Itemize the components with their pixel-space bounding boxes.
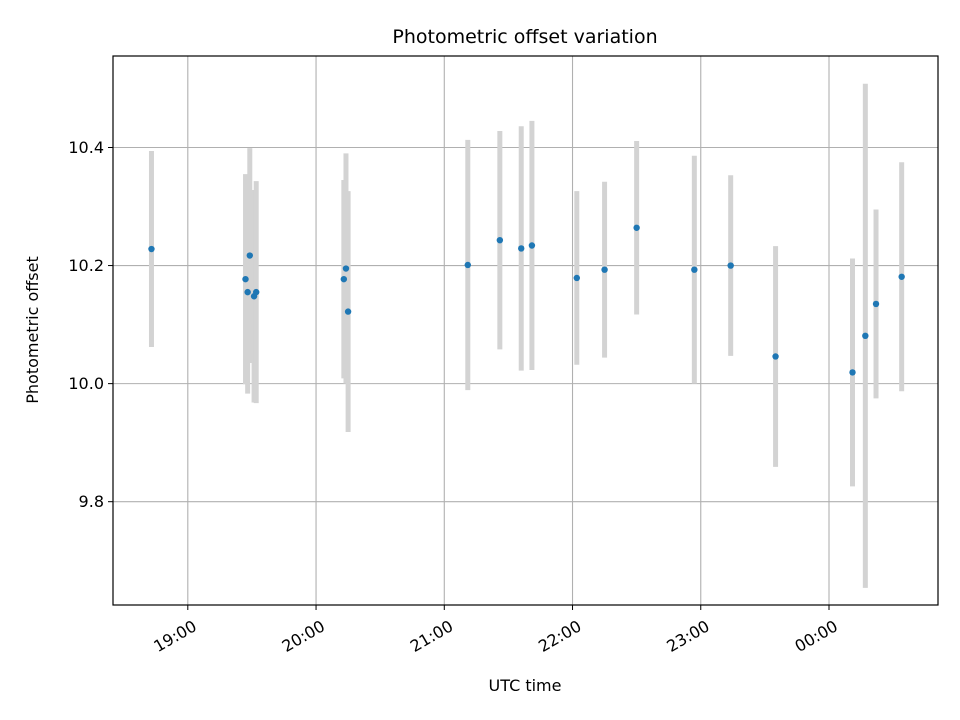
y-tick-label: 10.0 — [68, 374, 104, 393]
y-tick-label: 10.2 — [68, 256, 104, 275]
data-point — [862, 332, 869, 340]
data-point — [633, 224, 640, 231]
data-point — [727, 262, 734, 269]
data-point — [252, 288, 260, 296]
y-tick-label: 10.4 — [68, 138, 104, 157]
data-point — [528, 242, 536, 249]
data-points — [148, 224, 905, 376]
plot-frame — [112, 55, 939, 606]
data-point — [342, 265, 350, 272]
data-point — [244, 288, 251, 296]
data-point — [573, 274, 580, 282]
data-point — [464, 261, 471, 269]
data-point — [691, 266, 698, 273]
data-point — [344, 308, 352, 315]
data-point — [601, 266, 608, 273]
y-axis-ticks: 9.8 10.0 10.2 10.4 — [68, 138, 113, 511]
data-point — [246, 252, 253, 259]
y-axis-label: Photometric offset — [23, 256, 42, 404]
data-point — [849, 369, 856, 376]
data-point — [340, 275, 348, 283]
y-tick-label: 9.8 — [79, 492, 104, 511]
data-point — [496, 236, 504, 244]
grid — [113, 56, 938, 605]
x-axis-label: UTC time — [489, 676, 562, 695]
chart-title: Photometric offset variation — [392, 26, 657, 48]
data-point — [148, 245, 155, 253]
data-point — [242, 275, 249, 283]
data-point — [898, 273, 905, 280]
data-point — [518, 245, 525, 252]
data-point — [772, 353, 779, 360]
data-point — [872, 300, 880, 308]
